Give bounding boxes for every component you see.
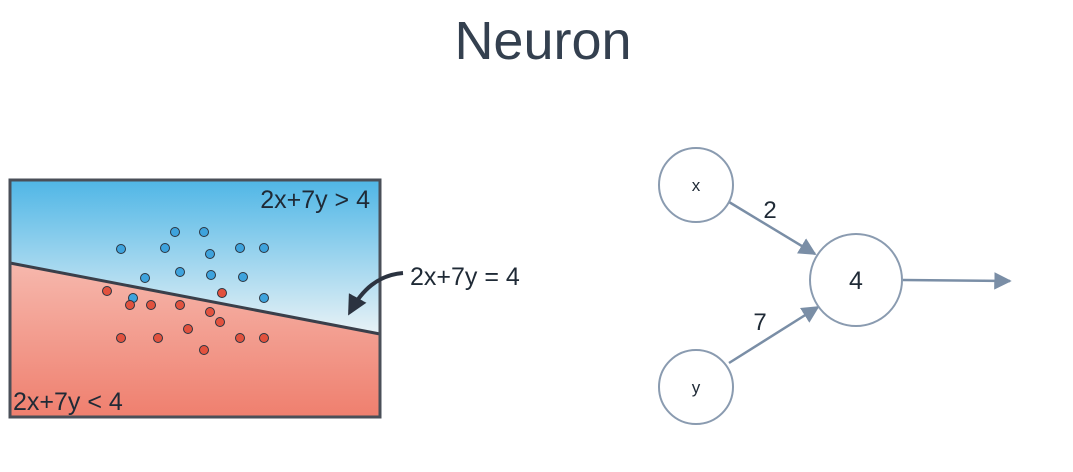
red-data-point (125, 300, 135, 310)
blue-data-point (170, 227, 180, 237)
weight-y-label: 7 (753, 309, 766, 336)
input-node-x (658, 147, 734, 223)
red-points (102, 286, 269, 355)
blue-data-point (199, 227, 209, 237)
input-node-y-label: y (692, 378, 701, 397)
lower-region-label: 2x+7y < 4 (13, 388, 123, 416)
red-data-point (199, 345, 209, 355)
decision-region-plot: 2x+7y > 4 2x+7y < 4 (8, 178, 382, 419)
boundary-equation-label: 2x+7y = 4 (410, 263, 520, 291)
upper-region-label: 2x+7y > 4 (260, 186, 370, 214)
blue-data-point (259, 243, 269, 253)
decision-boundary-line (9, 261, 381, 336)
blue-data-point (160, 243, 170, 253)
blue-data-point (116, 244, 126, 254)
neuron-node (809, 233, 903, 327)
lower-region (10, 263, 380, 417)
blue-data-point (238, 272, 248, 282)
red-data-point (235, 333, 245, 343)
neuron-node-label: 4 (849, 267, 863, 295)
blue-data-point (175, 267, 185, 277)
red-data-point (217, 288, 227, 298)
boundary-pointer-arrow (348, 271, 404, 316)
red-data-point (153, 333, 163, 343)
plot-frame (8, 178, 382, 419)
blue-data-point (235, 243, 245, 253)
blue-data-point (259, 293, 269, 303)
upper-region (10, 180, 380, 334)
input-node-x-label: x (692, 176, 701, 195)
red-data-point (183, 324, 193, 334)
weight-x-label: 2 (763, 197, 776, 224)
blue-points (116, 227, 269, 303)
red-data-point (175, 300, 185, 310)
edge-y-to-neuron (728, 305, 820, 365)
edge-x-to-neuron (728, 200, 817, 256)
red-data-point (146, 300, 156, 310)
red-data-point (215, 317, 225, 327)
red-data-point (259, 333, 269, 343)
input-node-y (658, 349, 734, 425)
blue-data-point (140, 273, 150, 283)
red-data-point (102, 286, 112, 296)
blue-data-point (206, 270, 216, 280)
blue-data-point (205, 249, 215, 259)
output-edge (902, 272, 1012, 290)
page-title: Neuron (454, 11, 632, 71)
neuron-diagram: x y 4 2 7 (658, 147, 1012, 425)
red-data-point (116, 333, 126, 343)
red-data-point (205, 307, 215, 317)
